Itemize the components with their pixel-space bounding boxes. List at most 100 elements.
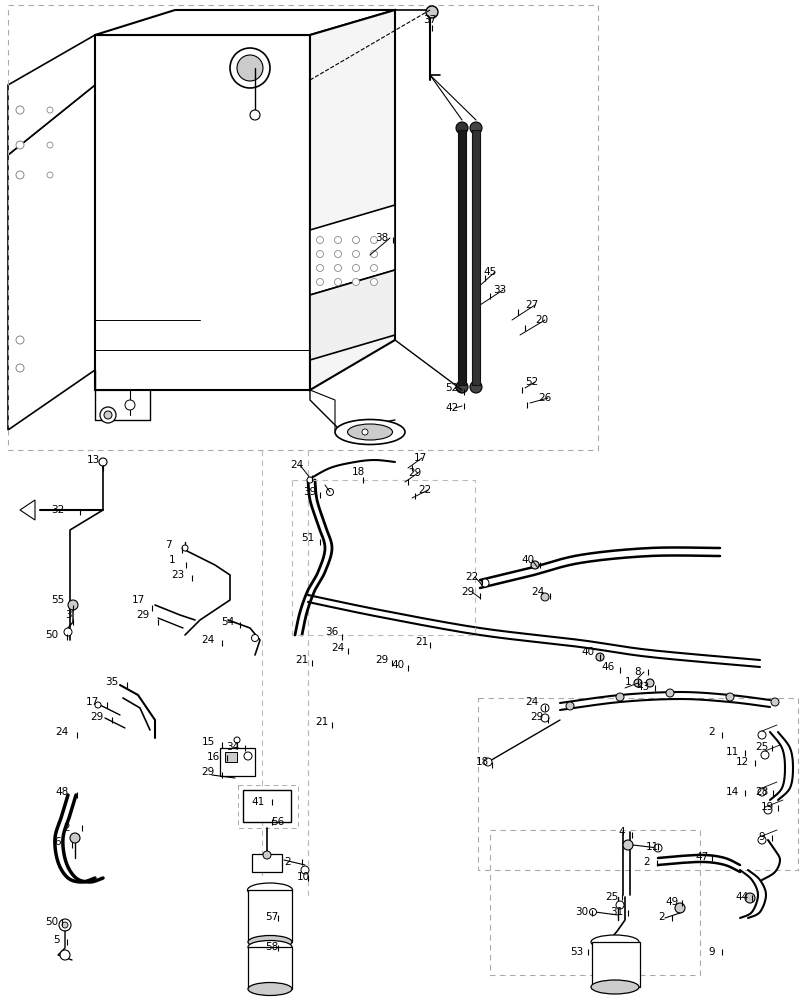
Circle shape <box>301 866 309 874</box>
Circle shape <box>316 236 323 243</box>
Text: 51: 51 <box>301 533 314 543</box>
Bar <box>247 947 292 989</box>
Circle shape <box>59 919 71 931</box>
Text: 29: 29 <box>375 655 388 665</box>
Text: 45: 45 <box>483 267 496 277</box>
Circle shape <box>595 653 603 661</box>
Circle shape <box>483 758 491 766</box>
Text: 23: 23 <box>171 570 184 580</box>
Text: 44: 44 <box>735 892 748 902</box>
Text: 6: 6 <box>54 837 62 847</box>
Text: 21: 21 <box>415 637 428 647</box>
Bar <box>220 748 255 776</box>
Circle shape <box>616 693 623 701</box>
Circle shape <box>316 264 323 271</box>
Circle shape <box>60 950 70 960</box>
Text: 29: 29 <box>408 468 421 478</box>
Bar <box>247 890 292 942</box>
Text: 40: 40 <box>581 647 594 657</box>
Circle shape <box>334 250 341 257</box>
Circle shape <box>622 840 633 850</box>
Circle shape <box>653 844 661 852</box>
Text: 2: 2 <box>643 857 650 867</box>
Polygon shape <box>8 35 95 155</box>
Text: 2: 2 <box>285 857 291 867</box>
Text: 1: 1 <box>624 677 630 687</box>
Ellipse shape <box>590 980 638 994</box>
Ellipse shape <box>247 982 292 995</box>
Circle shape <box>470 122 482 134</box>
Circle shape <box>370 250 377 257</box>
Text: 17: 17 <box>413 453 426 463</box>
Text: 24: 24 <box>290 460 303 470</box>
Text: 28: 28 <box>754 787 768 797</box>
Text: 13: 13 <box>86 455 100 465</box>
Text: 55: 55 <box>51 595 65 605</box>
Circle shape <box>352 236 359 243</box>
Ellipse shape <box>335 420 405 444</box>
Circle shape <box>763 806 771 814</box>
Text: 29: 29 <box>90 712 104 722</box>
Circle shape <box>370 236 377 243</box>
Text: 10: 10 <box>296 872 309 882</box>
Text: 2: 2 <box>63 823 71 833</box>
Circle shape <box>334 236 341 243</box>
Text: 25: 25 <box>605 892 618 902</box>
Text: 36: 36 <box>325 627 338 637</box>
Bar <box>471 130 479 385</box>
Text: 9: 9 <box>708 947 714 957</box>
Text: 21: 21 <box>315 717 328 727</box>
Bar <box>242 790 290 822</box>
Text: 57: 57 <box>265 912 278 922</box>
Text: 29: 29 <box>530 712 543 722</box>
Circle shape <box>757 836 765 844</box>
Circle shape <box>16 141 24 149</box>
Text: 49: 49 <box>664 897 678 907</box>
Text: 2: 2 <box>708 727 714 737</box>
Polygon shape <box>95 35 310 390</box>
Ellipse shape <box>247 940 292 953</box>
Text: 27: 27 <box>525 300 538 310</box>
Circle shape <box>230 48 270 88</box>
Polygon shape <box>20 500 35 520</box>
Ellipse shape <box>247 883 292 897</box>
Circle shape <box>540 714 548 722</box>
Text: 52: 52 <box>525 377 538 387</box>
Bar <box>591 942 639 987</box>
Text: 17: 17 <box>85 697 98 707</box>
Circle shape <box>760 751 768 759</box>
Circle shape <box>334 278 341 286</box>
Circle shape <box>307 477 312 483</box>
Text: 37: 37 <box>423 15 436 25</box>
Text: 31: 31 <box>610 907 623 917</box>
Circle shape <box>16 336 24 344</box>
Circle shape <box>757 788 765 796</box>
Circle shape <box>326 488 333 495</box>
Circle shape <box>362 429 367 435</box>
Text: 30: 30 <box>575 907 588 917</box>
Text: 11: 11 <box>645 842 658 852</box>
Circle shape <box>243 752 251 760</box>
Circle shape <box>616 901 623 909</box>
Text: 41: 41 <box>251 797 264 807</box>
Circle shape <box>62 922 68 928</box>
Text: 12: 12 <box>735 757 748 767</box>
Circle shape <box>16 171 24 179</box>
Circle shape <box>250 110 260 120</box>
Circle shape <box>125 400 135 410</box>
Text: 24: 24 <box>55 727 69 737</box>
Circle shape <box>633 679 642 687</box>
Circle shape <box>182 545 188 551</box>
Text: 24: 24 <box>201 635 214 645</box>
Text: 26: 26 <box>538 393 551 403</box>
Polygon shape <box>310 205 394 295</box>
Circle shape <box>316 250 323 257</box>
Circle shape <box>540 704 548 712</box>
Polygon shape <box>8 85 95 430</box>
Text: 24: 24 <box>525 697 538 707</box>
Circle shape <box>370 264 377 271</box>
Text: 20: 20 <box>534 315 548 325</box>
Circle shape <box>352 278 359 286</box>
Text: 18: 18 <box>474 757 488 767</box>
Text: 5: 5 <box>54 935 60 945</box>
